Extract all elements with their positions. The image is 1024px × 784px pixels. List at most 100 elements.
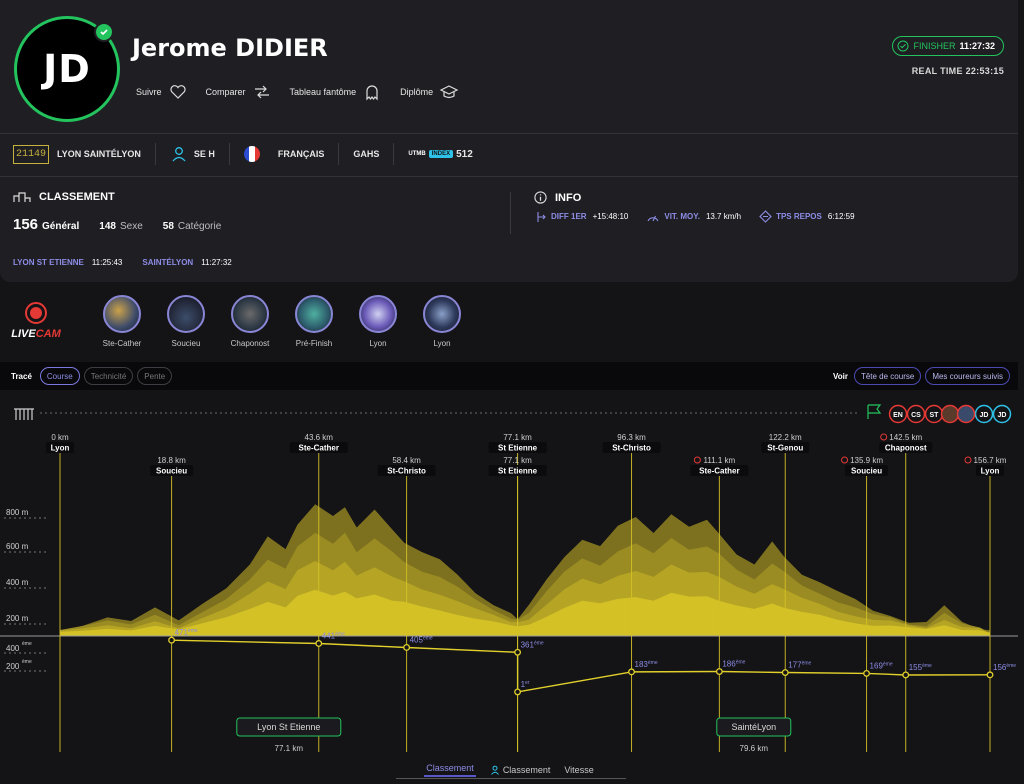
info-stats: DIFF 1ER +15:48:10 VIT. MOY. 13.7 km/h T… — [536, 210, 873, 223]
tab-classement[interactable]: Classement — [424, 763, 476, 777]
rank-point[interactable] — [986, 671, 994, 679]
rank-progression-line — [171, 639, 991, 693]
split-time: 11:25:43 — [91, 258, 123, 267]
runner-marker[interactable] — [906, 404, 926, 424]
nationality: FRANÇAIS — [277, 149, 325, 159]
rank-point[interactable] — [514, 688, 522, 696]
camera-label: Soucieu — [171, 339, 201, 348]
camera-thumbnail — [423, 295, 461, 333]
runner-marker[interactable] — [888, 404, 908, 424]
rank-point[interactable] — [514, 648, 522, 656]
checkpoint-km: 77.1 km — [503, 433, 532, 442]
podium-icon — [13, 192, 31, 202]
info-title: INFO — [534, 191, 581, 204]
elevation-axis-label: 400 m — [6, 578, 29, 587]
split-times: LYON ST ETIENNE 11:25:43 SAINTÉLYON 11:2… — [13, 258, 232, 267]
checkpoint-km: 58.4 km — [392, 456, 421, 465]
followed-runners-toggle[interactable]: Mes coureurs suivis — [925, 367, 1010, 385]
tab-vitesse[interactable]: Vitesse — [564, 765, 594, 775]
utmb-logo: UTMB — [408, 151, 426, 157]
follow-button[interactable]: Suivre — [136, 82, 188, 102]
camera-thumbnail — [103, 295, 141, 333]
category-rank: 58 — [162, 221, 174, 232]
france-flag-icon — [243, 146, 260, 162]
checkpoint-name: Soucieu — [156, 467, 187, 476]
compare-button[interactable]: Comparer — [206, 82, 272, 102]
checkpoint-name-bg — [488, 442, 547, 453]
rank-point[interactable] — [715, 668, 723, 675]
rank-point[interactable] — [403, 644, 411, 651]
camera-thumbnail — [231, 295, 269, 333]
runner-marker-label: CS — [911, 412, 921, 419]
camera-label: Ste-Cather — [102, 339, 142, 348]
checkpoint-name: Ste-Cather — [699, 467, 739, 476]
sexe-label: Sexe — [119, 221, 143, 232]
head-of-race-toggle[interactable]: Tête de course — [853, 367, 922, 385]
checkpoint-km: 111.1 km — [704, 456, 736, 465]
checkpoint-km: 0 km — [51, 433, 69, 442]
checkpoint-km: 43.6 km — [305, 433, 334, 442]
tab-technicite[interactable]: Technicité — [83, 367, 134, 385]
runner-marker[interactable] — [992, 404, 1012, 424]
category-label: Catégorie — [177, 221, 222, 232]
person-icon — [490, 765, 499, 775]
camera-item[interactable]: Lyon — [410, 295, 474, 348]
runner-marker[interactable] — [974, 404, 994, 424]
checkpoint-km: 18.8 km — [157, 456, 186, 465]
rank-point[interactable] — [168, 636, 176, 644]
camera-item[interactable]: Soucieu — [154, 295, 218, 348]
tab-course[interactable]: Course — [39, 367, 80, 385]
livecam-logo: LIVECAM — [11, 328, 61, 340]
segment-badge[interactable] — [716, 717, 792, 737]
checkpoint-name-bg — [488, 465, 547, 476]
runner-marker-label: JD — [998, 412, 1007, 419]
rank-point[interactable] — [863, 669, 871, 677]
elevation-axis-label: 800 m — [6, 508, 29, 517]
checkpoint-name: Ste-Cather — [299, 444, 339, 453]
camera-item[interactable]: Ste-Cather — [90, 295, 154, 348]
rest-time-icon — [759, 210, 772, 223]
vertical-divider — [510, 192, 511, 234]
rank-point[interactable] — [781, 669, 789, 676]
camera-item[interactable]: Chaponost — [218, 295, 282, 348]
runner-photo-marker[interactable] — [956, 404, 976, 424]
checkpoint-km: 96.3 km — [617, 433, 646, 442]
rank-point[interactable] — [902, 671, 910, 679]
camera-item[interactable]: Lyon — [346, 295, 410, 348]
rank-label: 155ème — [909, 663, 932, 672]
compare-arrows-icon — [254, 85, 269, 99]
camera-label: Chaponost — [230, 339, 270, 348]
checkpoint-km: 156.7 km — [974, 456, 1007, 465]
verified-check-icon — [94, 22, 114, 42]
rank-label: 169ème — [870, 661, 893, 670]
rank-axis-label: 200 — [6, 662, 20, 671]
index-logo: INDEX — [428, 150, 454, 158]
rank-point[interactable] — [315, 640, 323, 647]
separator — [393, 143, 395, 165]
camera-item[interactable]: Pré-Finish — [282, 295, 346, 348]
checkpoint-name-bg — [690, 465, 749, 476]
diploma-button[interactable]: Diplôme — [400, 82, 459, 102]
rank-label: 186ème — [722, 660, 745, 669]
segment-badge[interactable] — [236, 717, 342, 737]
runner-marker-label: EN — [893, 412, 903, 419]
ghost-table-button[interactable]: Tableau fantôme — [290, 82, 383, 102]
separator — [154, 143, 156, 165]
alert-icon — [841, 456, 849, 464]
finisher-badge: FINISHER 11:27:32 — [892, 36, 1004, 56]
runner-marker-label: JD — [980, 412, 989, 419]
tab-pente[interactable]: Pente — [137, 367, 173, 385]
sexe-rank: 148 — [99, 221, 116, 232]
utmb-index[interactable]: UTMB INDEX 512 — [408, 149, 472, 160]
livecam-button[interactable]: LIVECAM — [8, 302, 64, 340]
start-gate-icon — [14, 408, 34, 420]
camera-list: Ste-Cather Soucieu Chaponost Pré-Finish … — [90, 295, 474, 348]
diff-icon — [537, 211, 546, 222]
alert-icon — [964, 456, 972, 464]
tab-classement-person[interactable]: Classement — [490, 765, 550, 775]
runner-photo-marker[interactable] — [940, 404, 960, 424]
checkpoint-name-bg — [150, 465, 194, 476]
checkpoint-name-bg — [845, 465, 889, 476]
rank-point[interactable] — [628, 668, 635, 676]
